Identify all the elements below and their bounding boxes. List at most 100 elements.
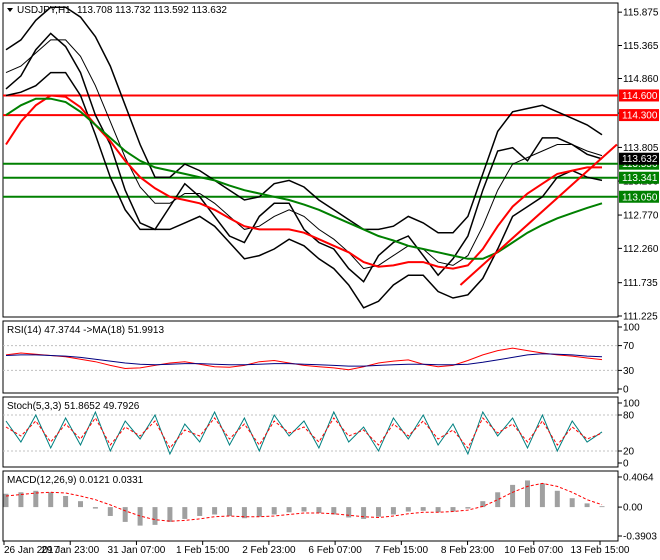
- x-tick-label: 2 Feb 23:00: [242, 545, 296, 556]
- stoch-title: Stoch(5,3,3) 51.8652 49.7926: [7, 401, 140, 412]
- macd-bar: [241, 507, 247, 519]
- macd-bar: [33, 490, 39, 508]
- level-tag-label: 114.300: [622, 111, 658, 122]
- macd-bar: [361, 507, 367, 519]
- price-panel-frame: [2, 2, 619, 318]
- macd-bar: [390, 507, 396, 515]
- stoch-tick-label: 80: [623, 411, 635, 422]
- price-series-line: [5, 97, 603, 260]
- macd-bar: [271, 507, 277, 515]
- price-series-line: [5, 6, 603, 234]
- macd-bar: [495, 492, 501, 508]
- stoch-panel-frame: [2, 396, 619, 468]
- macd-panel-frame: [2, 470, 619, 542]
- x-tick-label: 10 Feb 07:00: [504, 545, 563, 556]
- x-tick-label: 29 Jan 23:00: [41, 545, 99, 556]
- rsi-tick-label: 0: [623, 385, 629, 396]
- price-tick-label: 115.365: [623, 41, 659, 52]
- price-tick-label: 115.875: [623, 8, 659, 19]
- macd-bar: [3, 493, 9, 508]
- macd-bar: [465, 507, 471, 509]
- macd-histogram: [3, 480, 605, 526]
- rsi-y-axis: 100 70 30 0: [618, 323, 640, 396]
- macd-tick-label: 0.00: [623, 503, 643, 514]
- macd-bar: [92, 507, 98, 509]
- stoch-tick-label: 0: [623, 459, 629, 470]
- current-price-box: [619, 152, 659, 165]
- macd-signal-line: [5, 482, 603, 522]
- macd-bar: [48, 492, 54, 508]
- macd-bar: [331, 507, 337, 515]
- macd-tick-label: -0.3903: [623, 532, 657, 543]
- macd-y-axis: 0.4064 0.00 -0.3903: [618, 473, 657, 543]
- trendline: [459, 143, 618, 286]
- price-tick-label: 111.735: [623, 278, 658, 289]
- dropdown-triangle-icon[interactable]: [7, 8, 13, 12]
- macd-title: MACD(12,26,9) 0.0121 0.0331: [7, 475, 144, 486]
- price-tick-label: 114.860: [623, 74, 659, 85]
- stoch-tick-label: 20: [623, 447, 635, 458]
- macd-bar: [122, 507, 128, 522]
- price-tick-label: 112.770: [623, 211, 659, 222]
- macd-bar: [301, 507, 307, 512]
- price-series-line: [5, 94, 602, 270]
- level-tag-label: 113.341: [622, 173, 658, 184]
- rsi-guides: [3, 345, 618, 371]
- macd-bar: [286, 507, 292, 513]
- rsi-line: [5, 353, 603, 367]
- rsi-panel-frame: [2, 320, 619, 394]
- stoch-tick-label: 100: [623, 399, 640, 410]
- macd-signal: [5, 482, 603, 522]
- macd-tick-label: 0.4064: [623, 473, 654, 484]
- x-tick-label: 31 Jan 07:00: [108, 545, 166, 556]
- level-tag-box: [619, 109, 659, 122]
- macd-bar: [435, 507, 441, 513]
- macd-bar: [18, 492, 24, 508]
- macd-bar: [420, 507, 426, 511]
- stoch-series: [5, 410, 603, 456]
- x-tick-label: 13 Feb 15:00: [571, 545, 630, 556]
- x-tick-label: 8 Feb 23:00: [441, 545, 495, 556]
- x-tick-label: 1 Feb 15:00: [176, 545, 230, 556]
- level-tags: 114.600114.300113.556113.341113.050113.6…: [619, 89, 659, 203]
- price-series-line: [5, 39, 603, 270]
- level-tag-box: [619, 171, 659, 184]
- macd-bar: [63, 495, 69, 508]
- macd-bar: [599, 506, 605, 508]
- macd-bar: [316, 507, 322, 514]
- level-tag-label: 113.050: [622, 192, 658, 203]
- x-tick-label: 6 Feb 07:00: [308, 545, 362, 556]
- macd-bar: [554, 490, 560, 508]
- price-series: [5, 6, 618, 309]
- macd-bar: [167, 507, 173, 522]
- price-tick-label: 113.805: [623, 143, 659, 154]
- macd-bar: [510, 484, 516, 508]
- macd-bar: [182, 507, 188, 519]
- macd-bar: [569, 498, 575, 508]
- macd-bar: [256, 507, 262, 517]
- rsi-tick-label: 30: [623, 366, 635, 377]
- rsi-tick-label: 100: [623, 323, 640, 334]
- macd-bar: [539, 483, 545, 508]
- current-price-label: 113.632: [622, 154, 658, 165]
- ohlc-readout: 113.708 113.732 113.592 113.632: [77, 5, 227, 16]
- macd-bar: [376, 507, 381, 517]
- price-tick-label: 112.260: [623, 244, 659, 255]
- level-tag-box: [619, 89, 659, 102]
- symbol-title: USDJPY,H1: [17, 5, 71, 16]
- stoch-line: [5, 417, 603, 449]
- price-header: USDJPY,H1 113.708 113.732 113.592 113.63…: [7, 5, 227, 16]
- macd-bar: [584, 503, 590, 508]
- macd-bar: [107, 507, 113, 516]
- rsi-tick-label: 70: [623, 341, 635, 352]
- macd-bar: [227, 507, 232, 516]
- rsi-line: [5, 347, 603, 371]
- price-series-line: [5, 71, 603, 309]
- macd-bar: [197, 507, 203, 516]
- macd-bar: [152, 507, 158, 525]
- x-tick-label: 7 Feb 15:00: [375, 545, 429, 556]
- macd-bar: [137, 507, 143, 526]
